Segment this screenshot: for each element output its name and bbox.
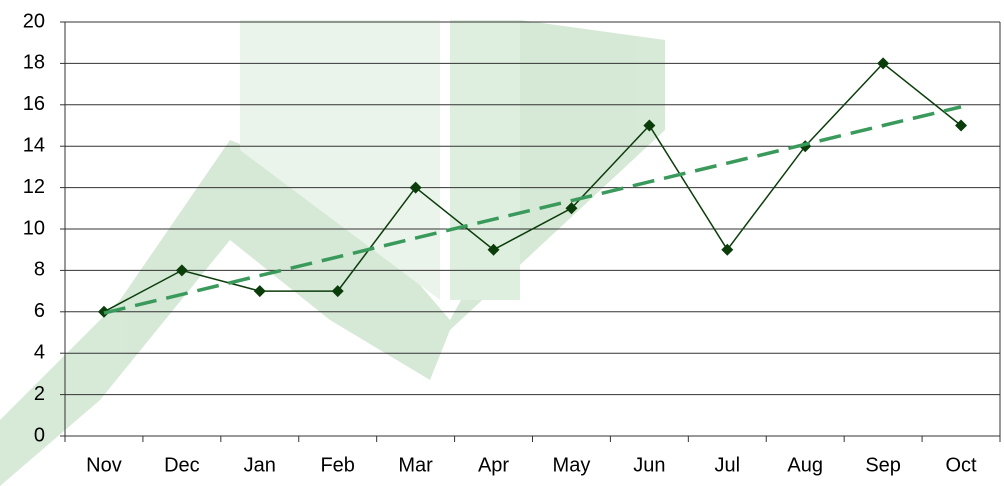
y-tick-label: 10: [23, 217, 45, 239]
x-tick-label: Jan: [244, 454, 276, 476]
y-tick-label: 2: [34, 383, 45, 405]
x-tick-label: Sep: [865, 454, 901, 476]
x-tick-label: Oct: [945, 454, 977, 476]
x-tick-label: Aug: [787, 454, 823, 476]
marker: [254, 285, 266, 297]
x-tick-label: May: [553, 454, 591, 476]
x-tick-label: Nov: [86, 454, 122, 476]
chart: 0 2 4 6 8 10 12 14 16 18 20 Nov Dec Jan Feb Mar Apr May Ju…: [0, 0, 1004, 486]
y-tick-label: 0: [34, 424, 45, 446]
y-tick-label: 18: [23, 52, 45, 74]
y-tick-label: 20: [23, 10, 45, 32]
x-tick-label: Dec: [164, 454, 200, 476]
y-tick-label: 16: [23, 93, 45, 115]
y-tick-label: 6: [34, 300, 45, 322]
x-tick-label: Feb: [320, 454, 354, 476]
y-tick-label: 8: [34, 259, 45, 281]
y-tick-label: 14: [23, 134, 45, 156]
x-tick-label: Apr: [478, 454, 509, 476]
marker: [721, 244, 733, 256]
x-tick-label: Jul: [715, 454, 741, 476]
x-tick-label: Mar: [398, 454, 433, 476]
background-watermark: [0, 20, 665, 486]
x-tick-label: Jun: [633, 454, 665, 476]
y-tick-label: 4: [34, 341, 45, 363]
y-tick-label: 12: [23, 176, 45, 198]
